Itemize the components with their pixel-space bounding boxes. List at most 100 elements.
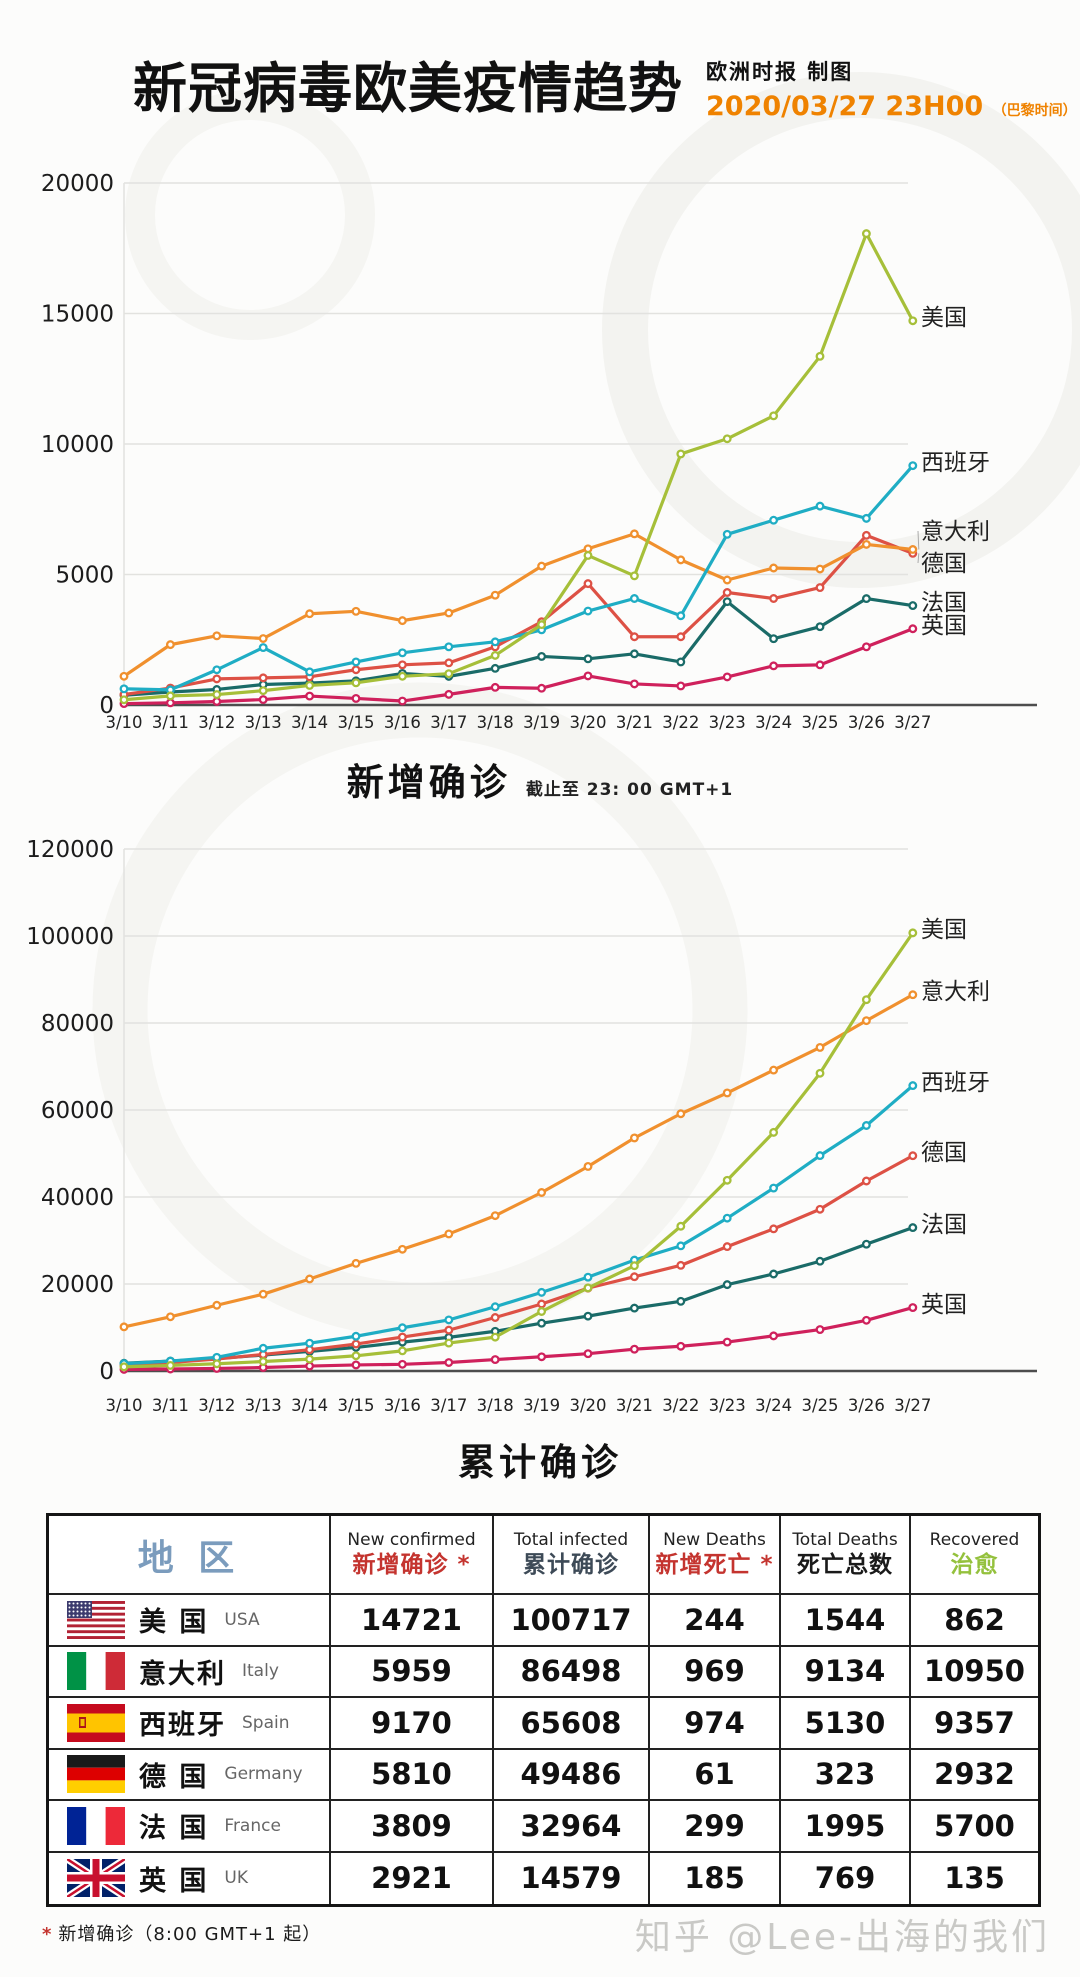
data-point — [908, 990, 918, 1000]
table-cell-value: 974 — [650, 1698, 781, 1750]
report-datetime: 2020/03/27 23H00 （巴黎时间） — [706, 91, 1077, 122]
data-point — [676, 1341, 686, 1351]
series-italy — [119, 990, 918, 1332]
data-point — [537, 1188, 547, 1197]
x-tick-label: 3/22 — [662, 1396, 699, 1415]
table-cell-value: 135 — [944, 1861, 1005, 1896]
x-tick-label: 3/26 — [848, 713, 885, 732]
data-point — [583, 1272, 593, 1282]
data-point — [908, 601, 918, 611]
col-header-zh: 死亡总数 — [797, 1551, 893, 1578]
data-point — [815, 622, 825, 632]
table-cell-value: 2921 — [331, 1852, 494, 1904]
series-label-germany: 德国 — [921, 551, 967, 577]
x-tick-label: 3/26 — [848, 1396, 885, 1415]
data-point — [676, 611, 686, 621]
country-name-en: Germany — [224, 1764, 303, 1785]
x-tick-label: 3/12 — [198, 1396, 235, 1415]
table-header-col: New confirmed 新增确诊 * — [331, 1516, 494, 1595]
data-point — [908, 461, 918, 471]
data-point — [212, 674, 222, 684]
data-point — [722, 1088, 732, 1098]
data-point — [537, 620, 547, 630]
footnote-asterisk: * — [42, 1924, 53, 1945]
x-tick-label: 3/23 — [709, 1396, 746, 1415]
data-point — [629, 632, 639, 642]
chart-累计确诊: 0 20000 40000 60000 80000 100000 120000 3/10 3/1… — [26, 837, 1037, 1415]
data-point — [537, 1287, 547, 1297]
x-tick-label: 3/16 — [384, 713, 421, 732]
table-cell-value: 5130 — [781, 1698, 911, 1750]
data-point — [305, 691, 315, 701]
data-point — [258, 634, 268, 643]
data-point — [583, 1162, 593, 1171]
x-tick-label: 3/25 — [801, 1396, 838, 1415]
col-header-zh: 累计确诊 — [523, 1551, 619, 1578]
data-point — [490, 1211, 500, 1221]
data-point — [444, 1358, 454, 1367]
data-point — [908, 624, 918, 634]
data-point — [629, 649, 639, 659]
data-point — [119, 1362, 129, 1372]
data-point — [305, 1354, 315, 1364]
y-tick-label: 5000 — [55, 563, 114, 589]
col-header-en: Total infected — [513, 1529, 629, 1550]
series-label-uk: 英国 — [921, 1292, 967, 1318]
series-line-italy — [122, 532, 915, 678]
data-point — [444, 1315, 454, 1325]
data-point — [629, 679, 639, 689]
data-point — [908, 1081, 918, 1091]
data-point — [258, 673, 268, 683]
table-header-region: 地 区 — [49, 1516, 331, 1595]
data-point — [861, 539, 871, 549]
data-point — [165, 640, 175, 650]
table-header-col: New Deaths 新增死亡 * — [650, 1516, 781, 1595]
country-name-zh: 美 国 — [139, 1607, 209, 1639]
data-point — [444, 1229, 454, 1239]
data-point — [351, 1360, 361, 1370]
data-point — [815, 1325, 825, 1334]
watermark-text: 知乎 @Lee-出海的我们 — [634, 1917, 1050, 1958]
timezone-note: （巴黎时间） — [992, 103, 1077, 119]
table-cell-value: 100717 — [494, 1595, 650, 1647]
data-point — [212, 690, 222, 700]
series-label-usa: 美国 — [921, 917, 967, 943]
series-label-uk: 英国 — [921, 613, 967, 639]
series-spain — [119, 461, 918, 695]
data-point — [861, 642, 871, 652]
data-point — [397, 1323, 407, 1333]
data-point — [397, 1359, 407, 1369]
series-line-italy — [122, 993, 915, 1329]
data-point — [676, 657, 686, 667]
data-point — [490, 637, 500, 647]
data-point — [769, 515, 779, 525]
data-point — [351, 1258, 361, 1268]
data-point — [305, 680, 315, 690]
chart2-title: 累计确诊 — [458, 1441, 622, 1484]
series-label-france: 法国 — [921, 1212, 967, 1238]
data-point — [722, 1213, 732, 1223]
data-point — [351, 1339, 361, 1349]
table-cell-value: 14579 — [494, 1852, 650, 1904]
data-point — [444, 642, 454, 652]
data-point — [815, 564, 825, 574]
table-cell-value: 9134 — [781, 1646, 911, 1698]
y-tick-label: 40000 — [41, 1185, 114, 1211]
x-tick-label: 3/17 — [430, 1396, 467, 1415]
data-point — [583, 579, 593, 589]
data-point — [537, 1299, 547, 1309]
data-point — [119, 695, 129, 705]
country-name-zh: 法 国 — [139, 1813, 209, 1845]
data-point — [769, 1224, 779, 1234]
y-tick-label: 20000 — [41, 171, 114, 197]
x-tick-label: 3/25 — [801, 713, 838, 732]
table-cell-value: 5810 — [331, 1749, 494, 1801]
data-point — [815, 1204, 825, 1214]
data-point — [861, 1016, 871, 1026]
data-point — [305, 1274, 315, 1284]
data-point — [861, 1239, 871, 1249]
data-point — [908, 1151, 918, 1161]
x-tick-label: 3/19 — [523, 713, 560, 732]
data-point — [722, 1242, 732, 1252]
data-point — [769, 1065, 779, 1075]
